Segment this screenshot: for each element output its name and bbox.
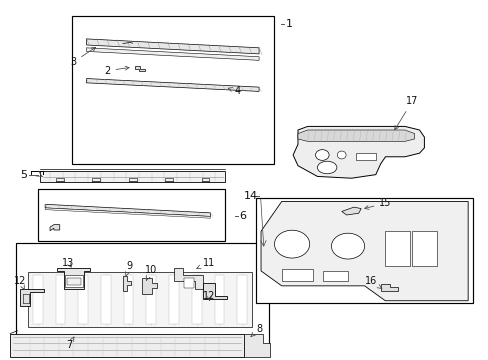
- Bar: [237, 275, 246, 324]
- Ellipse shape: [331, 233, 364, 259]
- Polygon shape: [261, 202, 467, 301]
- Polygon shape: [86, 39, 259, 54]
- Ellipse shape: [337, 151, 346, 159]
- Polygon shape: [380, 284, 397, 291]
- Polygon shape: [142, 278, 157, 294]
- Text: 11: 11: [196, 258, 215, 269]
- Text: 7: 7: [66, 337, 74, 350]
- Polygon shape: [57, 267, 90, 289]
- Polygon shape: [45, 208, 210, 218]
- Text: 17: 17: [394, 96, 418, 130]
- Bar: [33, 275, 42, 324]
- Text: 15: 15: [364, 198, 391, 210]
- Text: 2: 2: [104, 66, 129, 76]
- Text: 3: 3: [70, 47, 96, 67]
- Text: 1: 1: [285, 18, 292, 28]
- Bar: [78, 275, 88, 324]
- Bar: [411, 231, 436, 266]
- Bar: [385, 231, 409, 266]
- Text: 13: 13: [62, 258, 75, 268]
- Polygon shape: [174, 267, 203, 289]
- Bar: [10, 334, 243, 357]
- Text: 4: 4: [228, 86, 240, 96]
- Bar: [323, 271, 347, 281]
- Polygon shape: [122, 276, 130, 291]
- Bar: [146, 275, 156, 324]
- Bar: [28, 272, 251, 327]
- Polygon shape: [297, 130, 414, 141]
- Polygon shape: [50, 225, 60, 231]
- Ellipse shape: [317, 161, 336, 174]
- Polygon shape: [203, 283, 227, 298]
- Text: 8: 8: [250, 324, 262, 337]
- Text: 10: 10: [145, 265, 157, 280]
- Polygon shape: [86, 48, 259, 60]
- Bar: [256, 198, 471, 303]
- Bar: [67, 278, 81, 285]
- Polygon shape: [20, 289, 44, 306]
- Bar: [191, 275, 201, 324]
- Ellipse shape: [315, 150, 328, 160]
- Bar: [72, 16, 273, 164]
- Polygon shape: [243, 334, 270, 357]
- Text: 6: 6: [239, 211, 246, 221]
- Text: 12: 12: [14, 276, 26, 289]
- Bar: [38, 189, 224, 241]
- Polygon shape: [135, 66, 144, 71]
- Polygon shape: [86, 78, 259, 91]
- Bar: [123, 275, 133, 324]
- Bar: [214, 275, 224, 324]
- Text: 16: 16: [364, 276, 381, 289]
- Text: 14: 14: [243, 191, 257, 201]
- Polygon shape: [292, 126, 424, 178]
- Bar: [183, 278, 194, 288]
- Bar: [56, 275, 65, 324]
- Bar: [101, 275, 111, 324]
- Polygon shape: [341, 207, 361, 215]
- Bar: [356, 153, 375, 160]
- Bar: [169, 275, 179, 324]
- Bar: [16, 243, 268, 348]
- Text: 12: 12: [203, 291, 215, 301]
- Text: 9: 9: [125, 261, 132, 276]
- Bar: [281, 269, 312, 281]
- Bar: [64, 275, 83, 287]
- Bar: [40, 171, 224, 182]
- Ellipse shape: [274, 230, 309, 258]
- Polygon shape: [45, 204, 210, 216]
- Text: 5: 5: [20, 170, 27, 180]
